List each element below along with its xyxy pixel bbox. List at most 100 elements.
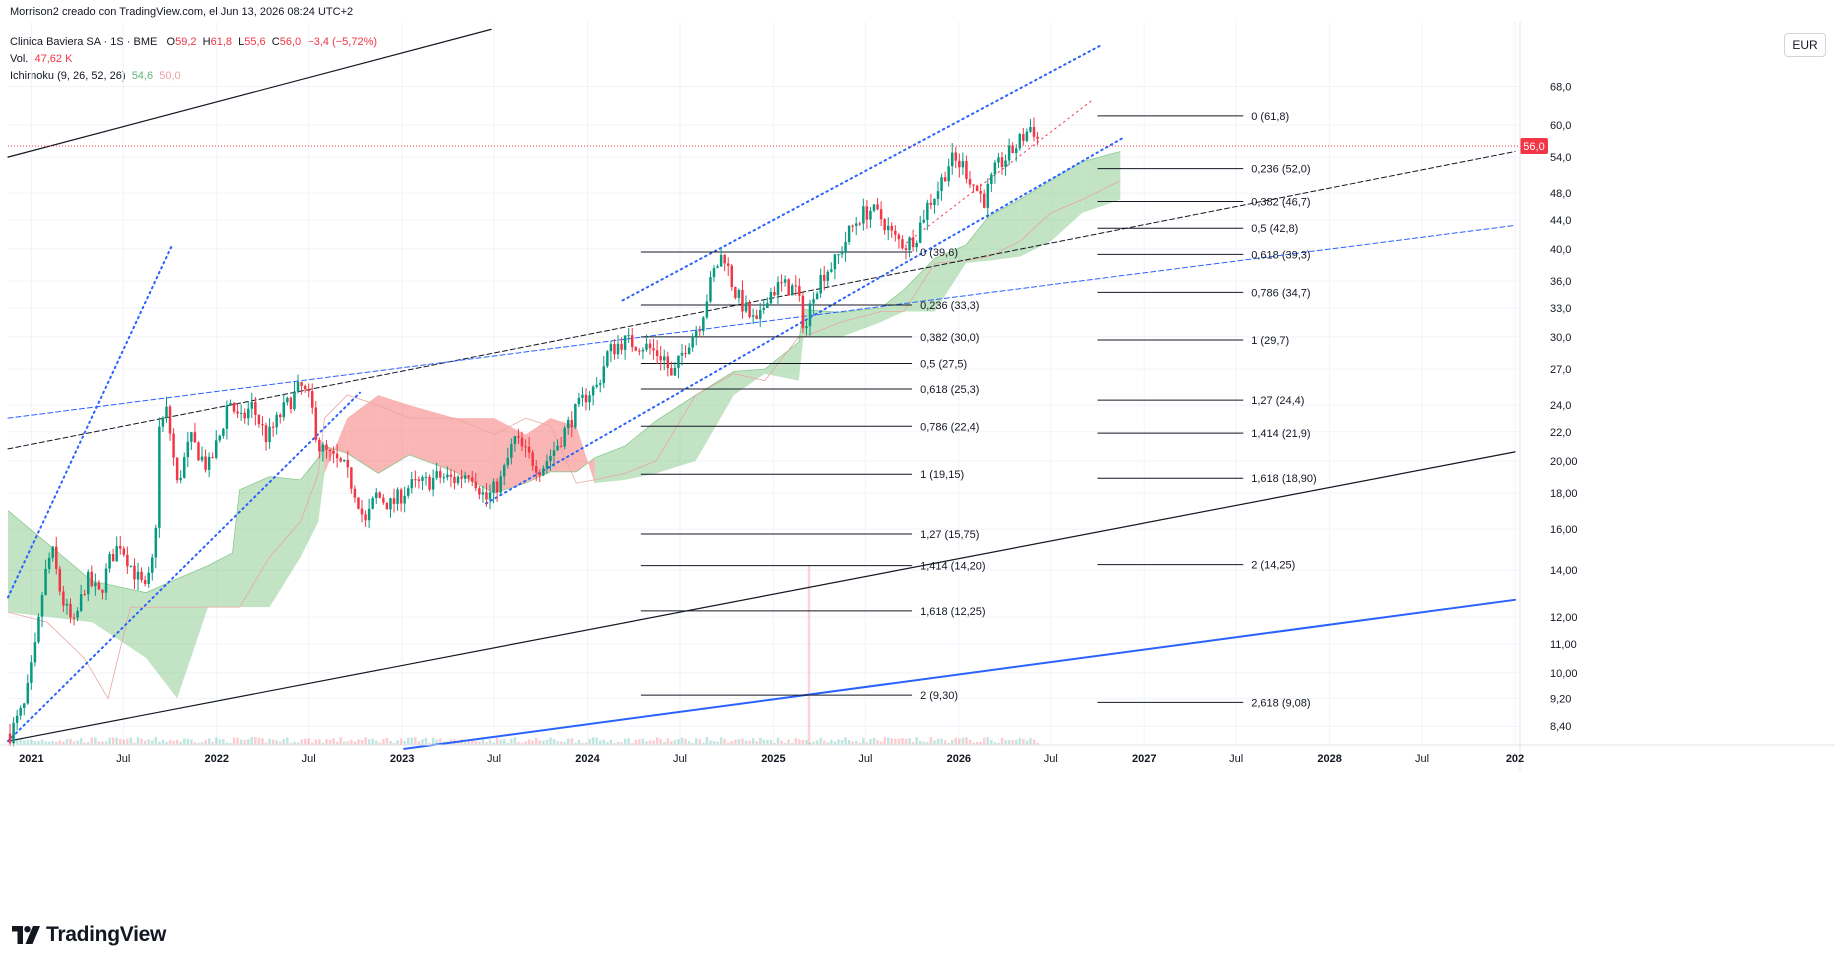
volume-bar xyxy=(378,742,382,745)
candle-body xyxy=(51,546,54,558)
trend-line-10 xyxy=(906,99,1093,244)
volume-bar xyxy=(943,740,947,745)
candle-body xyxy=(847,225,851,242)
candle-body xyxy=(634,347,638,351)
candle-body xyxy=(172,433,175,458)
volume-bar xyxy=(833,741,837,745)
trend-line-4 xyxy=(7,151,1516,450)
volume-bar xyxy=(883,737,886,745)
volume-bar xyxy=(19,738,22,745)
time-tick-label: Jul xyxy=(858,753,872,765)
volume-bar xyxy=(609,739,613,745)
price-tick-label: 33,0 xyxy=(1550,303,1571,315)
candle-body xyxy=(431,477,435,490)
volume-bar xyxy=(101,741,104,745)
candle-body xyxy=(879,209,883,220)
volume-bar xyxy=(975,741,979,745)
price-tick-label: 44,0 xyxy=(1550,215,1571,227)
volume-bar xyxy=(606,741,609,745)
candle-body xyxy=(534,466,538,473)
volume-bar xyxy=(47,741,51,745)
candle-body xyxy=(684,353,687,355)
volume-bar xyxy=(915,737,918,745)
volume-bar xyxy=(691,742,694,745)
legend-ichimoku-row[interactable]: Ichimoku (9, 26, 52, 26) 54,6 50,0 xyxy=(10,68,377,85)
volume-bar xyxy=(908,738,911,745)
candle-body xyxy=(190,432,193,442)
price-chart[interactable]: 0 (39,6) 0,236 (33,3) 0,382 (30,0) 0,5 (27,… xyxy=(0,22,1835,922)
volume-bar xyxy=(97,741,101,745)
time-tick-label: Jul xyxy=(1415,753,1429,765)
volume-bar xyxy=(734,739,737,745)
volume-bar xyxy=(389,741,392,745)
volume-bar xyxy=(30,739,33,745)
price-tick-label: 27,0 xyxy=(1550,364,1571,376)
volume-bar xyxy=(474,741,478,745)
open-label: O xyxy=(166,36,176,48)
volume-bar xyxy=(403,741,406,745)
candle-body xyxy=(563,428,566,447)
candle-body xyxy=(620,343,623,350)
volume-bar xyxy=(417,741,421,745)
volume-bar xyxy=(250,737,254,745)
candle-body xyxy=(822,274,826,281)
candle-body xyxy=(790,285,794,296)
fib-right-level-label: 0 (61,8) xyxy=(1251,111,1289,123)
candle-body xyxy=(179,477,182,481)
price-tick-label: 18,00 xyxy=(1550,488,1578,500)
volume-bar xyxy=(812,741,815,745)
legend-volume-row[interactable]: Vol. 47,62 K xyxy=(10,51,377,68)
symbol-label[interactable]: Clinica Baviera SA · 1S · BME xyxy=(10,36,158,48)
price-axis[interactable]: 68,0 60,0 54,0 48,0 44,0 40,0 36,0 33,0 30,0 27,0… xyxy=(1519,22,1578,770)
currency-button[interactable]: EUR xyxy=(1784,33,1826,57)
fib-right-level-label: 2 (14,25) xyxy=(1251,560,1295,572)
candle-body xyxy=(574,404,577,428)
candle-body xyxy=(908,237,911,251)
candle-body xyxy=(581,394,584,398)
volume-bar xyxy=(321,742,325,745)
candle-body xyxy=(119,546,122,549)
cloud-segment xyxy=(454,418,495,494)
volume-bar xyxy=(87,742,90,745)
candle-body xyxy=(691,336,694,348)
volume-bar xyxy=(310,742,314,745)
candle-body xyxy=(15,715,19,723)
candle-body xyxy=(456,476,460,484)
candle-body xyxy=(872,204,876,211)
candle-body xyxy=(1025,131,1029,141)
price-tick-label: 9,20 xyxy=(1550,693,1571,705)
cloud-segment xyxy=(550,418,577,472)
volume-bar xyxy=(1029,738,1032,745)
candle-body xyxy=(549,456,552,462)
volume-bar xyxy=(371,738,374,745)
candle-body xyxy=(428,476,431,490)
volume-bar xyxy=(161,739,165,745)
fib-right-level-label: 1,414 (21,9) xyxy=(1251,428,1310,440)
candle-body xyxy=(677,355,680,368)
volume-bar xyxy=(563,742,566,745)
candle-body xyxy=(972,184,975,186)
candle-body xyxy=(591,386,595,396)
volume-bar xyxy=(623,738,627,745)
candle-body xyxy=(794,285,798,287)
cloud-segment xyxy=(525,418,551,484)
candle-body xyxy=(47,557,51,569)
candle-body xyxy=(545,461,549,469)
time-tick-label: Jul xyxy=(1229,753,1243,765)
volume-bars xyxy=(8,565,1039,745)
volume-bar xyxy=(936,738,940,745)
price-tick-label: 11,00 xyxy=(1550,639,1577,651)
volume-bar xyxy=(577,739,581,745)
tradingview-brand[interactable]: TradingView xyxy=(12,923,166,947)
price-tick-label: 68,0 xyxy=(1550,82,1571,94)
candle-body xyxy=(584,394,588,403)
volume-bar xyxy=(762,739,766,745)
volume-bar xyxy=(748,740,751,745)
candle-body xyxy=(1018,134,1022,149)
candle-body xyxy=(709,277,712,302)
volume-bar xyxy=(506,742,510,745)
candle-body xyxy=(559,445,563,447)
candle-body xyxy=(652,348,655,351)
candle-body xyxy=(542,468,545,476)
time-axis[interactable]: 2021 Jul 2022 Jul 2023 Jul 2024 Jul 2025 Jul 2026 J… xyxy=(0,744,1835,765)
